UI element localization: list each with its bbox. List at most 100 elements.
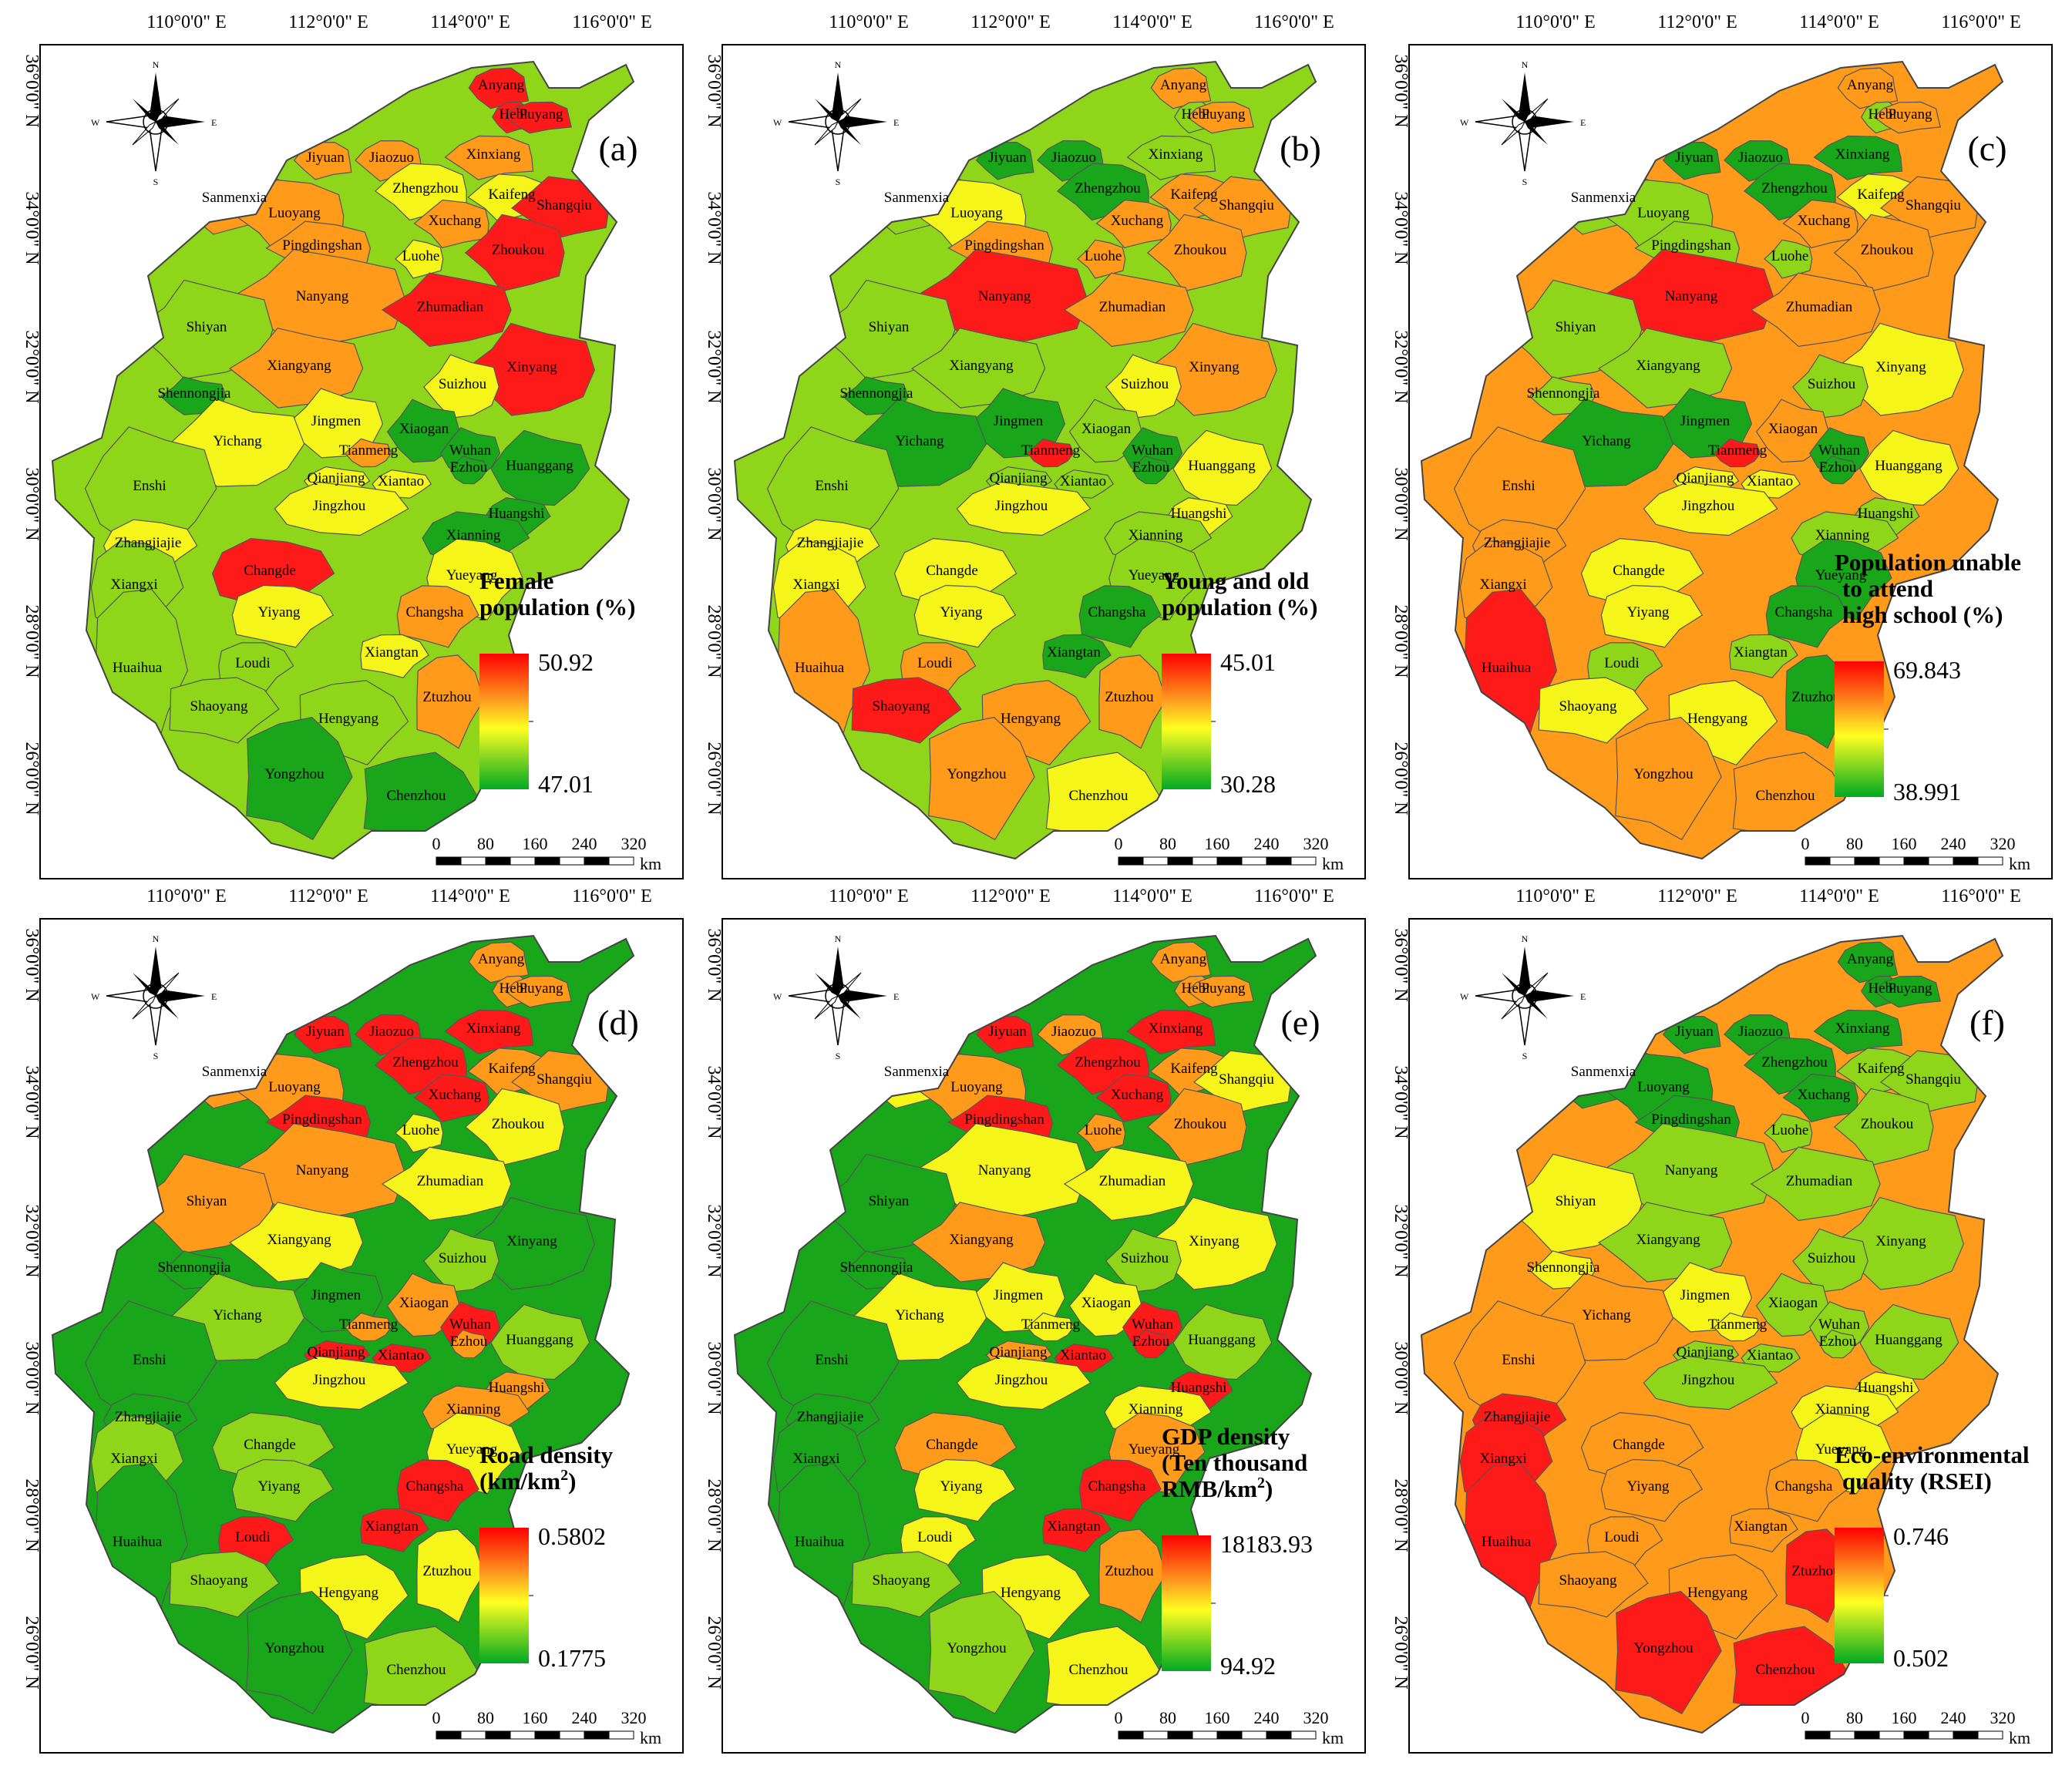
city-label: Zhangjiajie [1484, 1409, 1551, 1425]
city-label: Loudi [917, 655, 952, 671]
legend-title-line: population (%) [1162, 594, 1317, 620]
region-jingzhou [1643, 1355, 1778, 1411]
legend-colorbar [1835, 661, 1884, 797]
city-label: Jiaozuo [369, 150, 414, 166]
city-label: Yichang [895, 1307, 944, 1323]
scale-tick-label: 160 [523, 1708, 548, 1727]
region-xinxiang [444, 1009, 534, 1054]
city-label: Jiaozuo [1738, 1024, 1783, 1040]
north-arrow-icon: N S E W [773, 933, 899, 1061]
city-label: Xiangtan [1047, 1518, 1101, 1535]
panel-label: (e) [1280, 1003, 1320, 1042]
city-label: Anyang [478, 77, 525, 93]
legend-title-line: Eco-environmental [1835, 1441, 2030, 1468]
city-label: Xiantao [1060, 473, 1106, 489]
city-label: Ztuzhou [1791, 689, 1841, 705]
city-label: Chenzhou [1755, 788, 1815, 804]
region-shaoyang [1538, 677, 1649, 744]
city-label: Yichang [1582, 433, 1631, 449]
latitude-label: 34°0'0" N [1391, 191, 1411, 264]
compass-e: E [1580, 991, 1586, 1002]
city-label: Xinxiang [1149, 146, 1203, 163]
region-ztuzhou [416, 1528, 485, 1623]
city-label: Zhumadian [1099, 1173, 1166, 1189]
city-label: Zhumadian [1099, 299, 1166, 315]
city-label: Ztuzhou [422, 689, 472, 705]
city-label: Puyang [1889, 980, 1933, 997]
city-label: Suizhou [439, 1250, 487, 1266]
city-label: Xuchang [1111, 213, 1164, 229]
city-label: Yueyang [446, 1441, 498, 1458]
compass-n: N [153, 933, 160, 944]
city-label: Enshi [133, 1352, 166, 1368]
city-label: Jingmen [1680, 1287, 1731, 1303]
city-label: Zhumadian [417, 299, 484, 315]
compass-n: N [1522, 933, 1529, 944]
compass-w: W [91, 117, 100, 128]
city-label: Jingzhou [313, 1372, 366, 1388]
region-xuchang [1095, 1073, 1172, 1123]
legend-max: 0.5802 [538, 1522, 606, 1550]
region-xuchang [1782, 199, 1858, 249]
city-label: Wuhan [449, 442, 492, 459]
city-label: Nanyang [296, 288, 349, 304]
city-label: Zhengzhou [392, 1054, 459, 1071]
region-xiaogan [1755, 1273, 1829, 1337]
map-panel-e: 110°0'0" E 112°0'0" E 114°0'0" E 116°0'0" E… [704, 886, 1366, 1754]
legend-title-line: Road density [479, 1441, 614, 1468]
region-puyang [1873, 975, 1941, 1008]
city-label: Enshi [1502, 1352, 1535, 1368]
city-label: Zhoukou [1174, 1116, 1227, 1132]
city-label: Chenzhou [386, 1662, 446, 1678]
city-label: Xianning [446, 527, 501, 543]
longitude-label: 110°0'0" E [829, 12, 909, 32]
city-label: Jiyuan [988, 150, 1027, 166]
region-ztuzhou [1098, 654, 1167, 749]
scale-tick-label: 80 [1846, 1708, 1863, 1727]
region-xiangtan [1042, 634, 1112, 678]
city-label: Xiangxi [1479, 577, 1526, 593]
latitude-label: 36°0'0" N [1391, 928, 1411, 1001]
city-label: Qianjiang [1677, 470, 1734, 486]
latitude-label: 34°0'0" N [22, 1065, 42, 1138]
city-label: Yichang [213, 433, 262, 449]
city-label: Jingmen [1680, 413, 1731, 429]
longitude-label: 110°0'0" E [146, 886, 227, 906]
city-label: Huangshi [489, 1380, 545, 1396]
city-label: Zhangjiajie [115, 535, 182, 551]
region-huanggang [1172, 429, 1273, 506]
region-yongzhou [928, 717, 1035, 841]
city-label: Xiaogan [399, 421, 449, 437]
city-label: Yueyang [1128, 1441, 1180, 1458]
city-label: Yiyang [1627, 604, 1670, 620]
city-label: Enshi [815, 478, 848, 494]
region-tianmeng [345, 1312, 392, 1342]
city-label: Zhoukou [492, 1116, 545, 1132]
map-panel-f: 110°0'0" E 112°0'0" E 114°0'0" E 116°0'0" E… [1391, 886, 2053, 1754]
city-label: Xiantao [1747, 1347, 1793, 1364]
city-label: Shangqiu [536, 1071, 592, 1088]
region-zhoukou [1833, 1088, 1934, 1166]
scale-tick-label: 160 [1205, 834, 1230, 853]
city-label: Xiangxi [792, 1451, 839, 1467]
region-ezhou [449, 455, 488, 485]
city-label: Xianning [1815, 1401, 1870, 1417]
city-label: Huanggang [1188, 458, 1256, 474]
region-tianmeng [1027, 1312, 1075, 1342]
region-jiyuan [1662, 141, 1721, 180]
city-label: Xiangtan [1734, 1518, 1788, 1535]
region-xiangtan [1729, 1508, 1798, 1552]
region-xiaogan [386, 399, 460, 463]
city-label: Yichang [213, 1307, 262, 1323]
latitude-label: 30°0'0" N [704, 467, 724, 540]
city-label: Puyang [520, 980, 564, 997]
north-arrow-icon: N S E W [1460, 59, 1586, 187]
region-xiaogan [1068, 399, 1142, 463]
city-label: Luohe [1771, 1122, 1809, 1138]
latitude-label: 30°0'0" N [1391, 1341, 1411, 1414]
city-label: Jiyuan [988, 1024, 1027, 1040]
city-label: Jiaozuo [1051, 150, 1096, 166]
region-xuchang [413, 199, 489, 249]
